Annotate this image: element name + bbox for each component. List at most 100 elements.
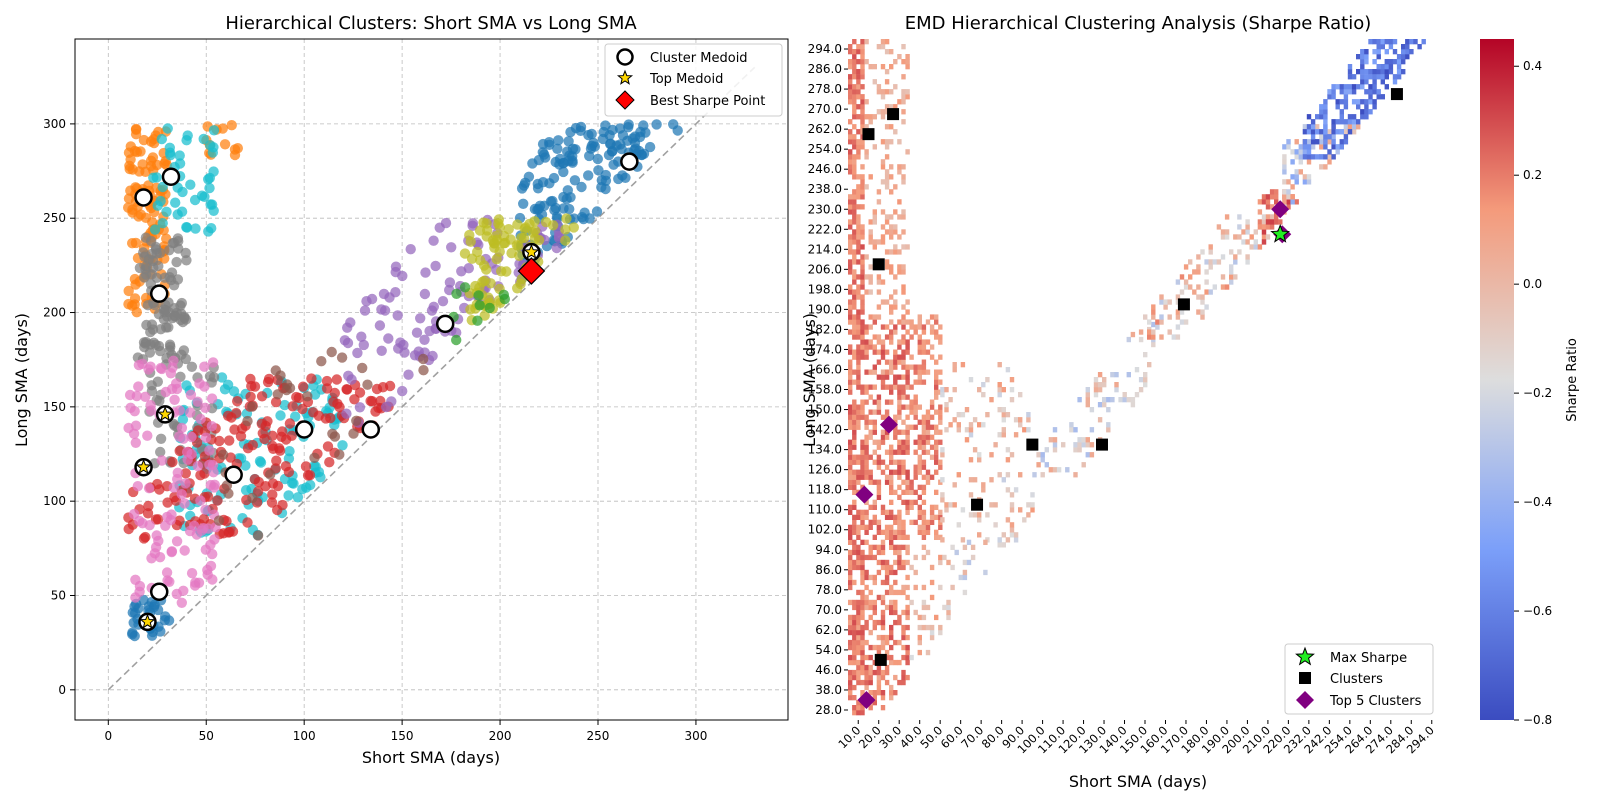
heatmap-cell — [1171, 334, 1176, 340]
scatter-point — [226, 412, 237, 423]
heatmap-cell — [1114, 387, 1119, 393]
legend-best-sharpe-label: Best Sharpe Point — [650, 94, 765, 109]
heatmap-cell — [917, 334, 922, 340]
scatter-point — [152, 604, 164, 616]
heatmap-cell — [901, 384, 906, 390]
heatmap-y-tick-label: 278.0 — [808, 82, 842, 96]
heatmap-cell — [1175, 279, 1181, 285]
heatmap-cell — [1356, 124, 1361, 130]
heatmap-y-tick-label: 190.0 — [808, 302, 842, 316]
heatmap-cell — [1315, 114, 1320, 120]
heatmap-cell — [925, 319, 931, 325]
scatter-point — [518, 198, 529, 209]
heatmap-cell — [1143, 382, 1148, 388]
heatmap-cell — [852, 64, 857, 70]
scatter-point — [194, 378, 205, 389]
heatmap-cell — [893, 329, 898, 335]
heatmap-cell — [917, 324, 922, 330]
heatmap-cell — [884, 434, 890, 440]
heatmap-cell — [1339, 119, 1344, 125]
heatmap-cell — [848, 579, 853, 586]
heatmap-cell — [1183, 319, 1189, 325]
heatmap-cell — [848, 444, 853, 450]
heatmap-cell — [1044, 462, 1049, 468]
heatmap-cell — [1097, 372, 1103, 378]
heatmap-top5-diamond — [855, 485, 874, 504]
heatmap-cell — [856, 644, 861, 651]
heatmap-cell — [889, 309, 894, 315]
heatmap-cell — [1319, 104, 1324, 110]
scatter-point — [229, 424, 240, 435]
heatmap-cell — [921, 554, 927, 561]
heatmap-cell — [884, 589, 890, 596]
scatter-point — [583, 170, 594, 181]
heatmap-cell — [1392, 39, 1398, 45]
heatmap-cell — [913, 489, 918, 496]
heatmap-cell — [852, 599, 857, 606]
scatter-point — [168, 237, 180, 248]
heatmap-cell — [1310, 134, 1316, 140]
heatmap-cell — [889, 64, 894, 70]
heatmap-cell — [1331, 119, 1336, 125]
heatmap-cell — [848, 224, 853, 230]
heatmap-cell — [889, 104, 894, 110]
heatmap-cell — [880, 639, 886, 646]
heatmap-cell — [917, 339, 922, 345]
heatmap-cell — [852, 514, 857, 521]
heatmap-cell — [1327, 134, 1332, 140]
heatmap-cell — [868, 114, 873, 120]
heatmap-cell — [929, 324, 935, 330]
heatmap-cell — [897, 564, 902, 571]
heatmap-cell — [864, 324, 869, 330]
heatmap-cell — [1022, 517, 1027, 523]
heatmap-cell — [938, 629, 943, 636]
heatmap-cell — [1026, 412, 1031, 418]
heatmap-cell — [1323, 164, 1328, 170]
y-tick-label: 300 — [43, 117, 66, 131]
heatmap-cell — [868, 384, 873, 390]
heatmap-cell — [884, 349, 890, 355]
heatmap-cell — [993, 522, 998, 528]
scatter-point — [130, 129, 142, 140]
heatmap-cell — [1001, 417, 1006, 423]
heatmap-cell — [897, 404, 902, 410]
heatmap-cell — [872, 369, 877, 375]
heatmap-cell — [938, 554, 943, 561]
heatmap-cell — [864, 454, 869, 460]
heatmap-cell — [1036, 462, 1041, 468]
heatmap-cell — [852, 444, 857, 450]
heatmap-cell — [864, 369, 869, 375]
heatmap-cell — [852, 159, 857, 165]
heatmap-cell — [848, 139, 853, 145]
heatmap-cell — [852, 219, 857, 225]
heatmap-cell — [905, 384, 910, 390]
heatmap-cell — [848, 679, 853, 686]
heatmap-cell — [962, 544, 968, 551]
heatmap-cell — [856, 249, 861, 255]
heatmap-cell — [925, 414, 931, 420]
heatmap-cell — [856, 44, 861, 50]
y-tick-label: 0 — [58, 683, 66, 697]
heatmap-cell — [1396, 69, 1402, 75]
scatter-point — [515, 278, 526, 290]
heatmap-cell — [848, 219, 853, 225]
heatmap-cell — [1306, 139, 1312, 145]
heatmap-cell — [876, 84, 882, 90]
heatmap-cell — [929, 454, 935, 460]
heatmap-cell — [1212, 284, 1217, 290]
heatmap-cell — [852, 169, 857, 175]
heatmap-cell — [901, 404, 906, 410]
heatmap-cell — [905, 584, 910, 591]
heatmap-cell — [1147, 319, 1152, 325]
heatmap-cell — [852, 334, 857, 340]
heatmap-cell — [889, 329, 894, 335]
heatmap-cell — [1073, 427, 1078, 433]
heatmap-cell — [860, 234, 865, 240]
heatmap-cell — [917, 624, 922, 631]
heatmap-cell — [884, 374, 890, 380]
scatter-point — [137, 358, 148, 369]
heatmap-cell — [1364, 54, 1369, 60]
heatmap-cell — [1368, 84, 1373, 90]
heatmap-cell — [917, 434, 922, 440]
heatmap-cell — [1343, 129, 1349, 135]
